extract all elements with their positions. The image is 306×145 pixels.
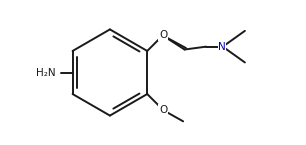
Text: N: N [218,42,226,52]
Text: O: O [159,105,167,115]
Text: H₂N: H₂N [36,68,55,77]
Text: O: O [159,30,167,40]
